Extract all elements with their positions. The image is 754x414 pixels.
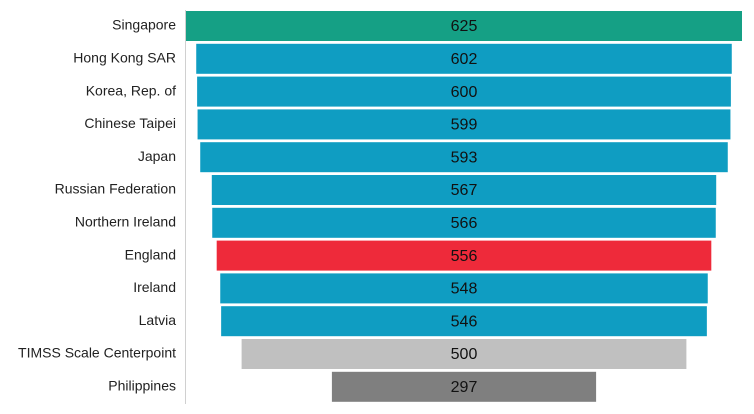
value-label: 566 <box>451 215 478 232</box>
value-label: 546 <box>451 313 478 330</box>
value-label: 556 <box>451 248 478 265</box>
bar <box>211 175 717 205</box>
value-label: 593 <box>451 149 478 166</box>
value-label: 500 <box>451 346 478 363</box>
category-label: Korea, Rep. of <box>86 82 176 98</box>
category-label: Chinese Taipei <box>84 115 176 131</box>
value-label: 548 <box>451 281 478 298</box>
value-label: 602 <box>451 51 478 68</box>
category-label: Ireland <box>133 279 176 295</box>
bar <box>200 142 728 173</box>
bar <box>331 371 597 402</box>
bar <box>197 109 731 140</box>
value-label: 567 <box>451 182 478 199</box>
bar <box>241 339 687 369</box>
value-label: 297 <box>451 379 478 396</box>
bar <box>221 306 707 337</box>
bar <box>186 11 742 41</box>
category-label: TIMSS Scale Centerpoint <box>18 345 176 361</box>
bar <box>220 273 708 304</box>
bar <box>197 76 731 107</box>
value-label: 625 <box>451 18 478 35</box>
value-label: 600 <box>451 84 478 101</box>
category-label: Russian Federation <box>55 181 176 197</box>
bar <box>196 43 732 74</box>
category-label: Philippines <box>108 378 176 394</box>
category-label: Hong Kong SAR <box>73 50 176 66</box>
value-label: 599 <box>451 117 478 134</box>
category-label: Northern Ireland <box>75 214 176 230</box>
category-label: Singapore <box>112 17 176 33</box>
category-label: Japan <box>138 148 176 164</box>
category-label: England <box>125 246 176 262</box>
bar <box>212 207 716 238</box>
bar <box>216 240 712 271</box>
category-label: Latvia <box>139 312 177 328</box>
